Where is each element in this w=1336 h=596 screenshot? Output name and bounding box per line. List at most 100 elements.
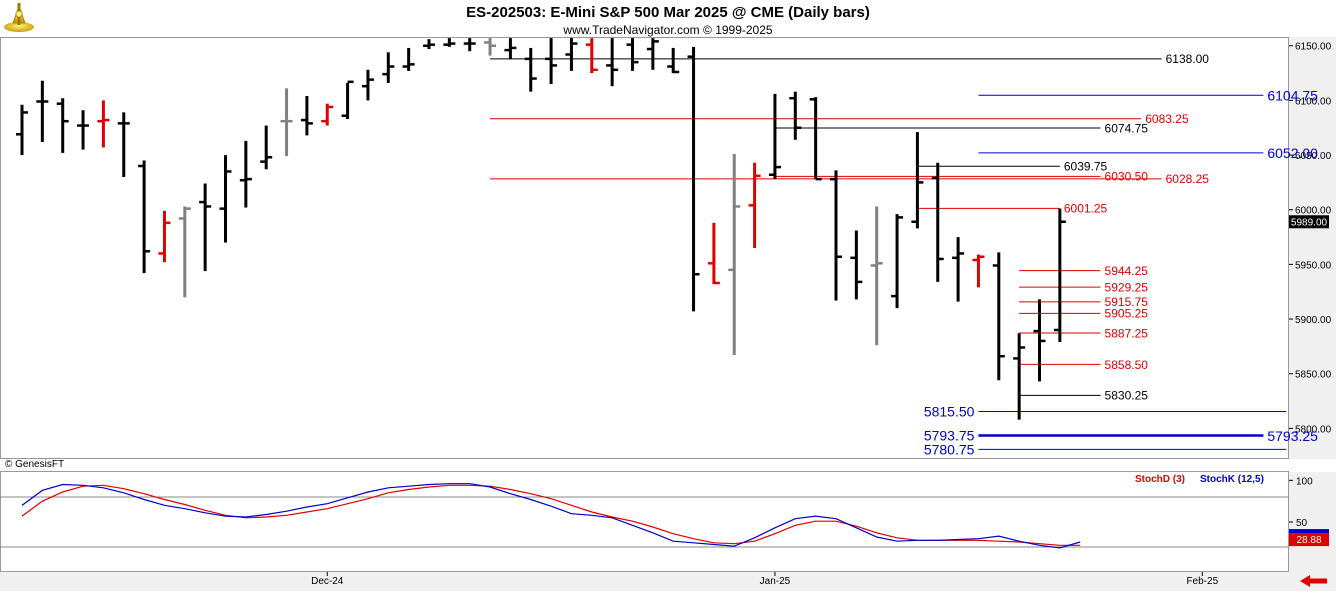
level-label: 5905.25 <box>1105 307 1149 321</box>
stochk-line <box>21 483 1081 549</box>
ohlc-bar <box>219 155 232 243</box>
price-axis-ticks: 5800.00 5850.00 5900.00 5950.00 6000.00 6050.… <box>1289 42 1332 435</box>
level-label: 6001.25 <box>1064 202 1108 216</box>
ohlc-bar <box>117 112 130 177</box>
ohlc-bar <box>36 80 49 142</box>
time-tick-label: Dec-24 <box>311 576 344 587</box>
level-label: 6138.00 <box>1166 52 1210 66</box>
ohlc-bar <box>687 46 700 312</box>
ohlc-bar <box>382 52 395 83</box>
trade-navigator-logo-icon <box>4 3 34 32</box>
ohlc-bar <box>870 206 883 346</box>
ohlc-bar <box>646 38 659 70</box>
ohlc-bar <box>321 103 334 126</box>
ohlc-bar <box>484 38 497 56</box>
stoch-axis-ticks: 50 100 <box>1289 476 1313 529</box>
ohlc-bar <box>158 210 171 263</box>
ohlc-bar <box>667 47 680 74</box>
level-label: 5929.25 <box>1105 280 1149 294</box>
ohlc-bar <box>931 162 944 282</box>
level-label: 6052.00 <box>1267 145 1318 161</box>
level-label: 6039.75 <box>1064 160 1108 174</box>
ohlc-bar <box>992 252 1005 381</box>
ohlc-bar <box>891 214 904 309</box>
scroll-left-arrow-icon[interactable] <box>1300 575 1327 587</box>
ohlc-bar <box>728 153 741 356</box>
price-axis-panel[interactable] <box>1289 37 1336 459</box>
level-label: 6083.25 <box>1145 112 1189 126</box>
price-tick-label: 5850.00 <box>1295 370 1332 381</box>
ohlc-bar <box>1033 299 1046 382</box>
level-label: 5858.50 <box>1105 358 1149 372</box>
ohlc-bar <box>56 98 69 153</box>
ohlc-bar <box>585 38 598 74</box>
price-tick-label: 6100.00 <box>1295 96 1332 107</box>
ohlc-bar <box>952 237 965 302</box>
time-tick-label: Feb-25 <box>1186 576 1218 587</box>
ohlc-bar <box>972 254 985 288</box>
ohlc-bar <box>626 38 639 71</box>
ohlc-bar <box>911 132 924 229</box>
stoch-tick-label: 50 <box>1296 518 1308 529</box>
ohlc-bar <box>830 170 842 301</box>
stoch-series <box>21 483 1081 549</box>
ohlc-bar <box>361 69 374 101</box>
price-tick-label: 6050.00 <box>1295 151 1332 162</box>
level-label: 6030.50 <box>1105 170 1149 184</box>
price-tick-label: 5900.00 <box>1295 315 1332 326</box>
level-label: 6074.75 <box>1105 121 1149 135</box>
genesis-copyright: © GenesisFT <box>5 459 64 470</box>
ohlc-bar <box>463 38 476 52</box>
ohlc-bar <box>768 93 781 180</box>
ohlc-bar <box>789 91 802 140</box>
stoch-tick-label: 100 <box>1296 476 1313 487</box>
ohlc-bar <box>545 38 558 85</box>
stoch-last-badge: 28.88 <box>1289 529 1329 547</box>
legend-stochk: StochK (12,5) <box>1200 474 1264 485</box>
ohlc-bar <box>138 160 151 274</box>
ohlc-bar <box>707 222 720 285</box>
ohlc-bar <box>524 47 537 92</box>
ohlc-bar <box>423 39 435 50</box>
level-label: 6104.75 <box>1267 87 1318 103</box>
level-label: 5887.25 <box>1105 326 1149 340</box>
level-label: 6028.25 <box>1166 172 1210 186</box>
level-label: 5830.25 <box>1105 389 1149 403</box>
ohlc-bar <box>850 230 863 300</box>
ohlc-bar <box>565 38 578 71</box>
last-price-badge: 5989.00 <box>1289 215 1329 229</box>
stoch-axis-panel[interactable] <box>1289 472 1336 572</box>
ohlc-bar <box>300 96 313 136</box>
chart-subtitle: www.TradeNavigator.com © 1999-2025 <box>562 23 772 37</box>
level-label: 5915.75 <box>1105 295 1149 309</box>
ohlc-bar <box>199 183 212 271</box>
ohlc-bar <box>260 125 273 170</box>
ohlc-bar <box>178 206 191 298</box>
level-label: 5780.75 <box>924 441 975 457</box>
stoch-last-label: 28.88 <box>1296 535 1321 546</box>
chart-title: ES-202503: E-Mini S&P 500 Mar 2025 @ CME… <box>466 4 870 21</box>
level-label: 5793.75 <box>924 427 975 443</box>
level-label: 5944.25 <box>1105 264 1149 278</box>
ohlc-bar <box>239 140 252 208</box>
time-axis-panel[interactable] <box>0 572 1336 591</box>
price-tick-label: 6150.00 <box>1295 42 1332 53</box>
stoch-reference-lines <box>0 496 1289 548</box>
ohlc-bar <box>341 80 354 119</box>
price-tick-label: 6000.00 <box>1295 206 1332 217</box>
stochd-line <box>21 484 1081 546</box>
ohlc-bar <box>280 88 293 157</box>
ohlc-bar <box>77 110 90 150</box>
price-tick-label: 5950.00 <box>1295 260 1332 271</box>
ohlc-bar <box>1053 208 1066 343</box>
price-tick-label: 5800.00 <box>1295 424 1332 435</box>
ohlc-bar <box>97 100 110 148</box>
ohlc-bar <box>748 162 761 248</box>
ohlc-bar <box>443 38 456 47</box>
level-label: 5793.25 <box>1267 428 1318 444</box>
ohlc-bar <box>16 104 28 156</box>
ohlc-bar <box>606 38 619 87</box>
last-price-label: 5989.00 <box>1291 217 1328 228</box>
